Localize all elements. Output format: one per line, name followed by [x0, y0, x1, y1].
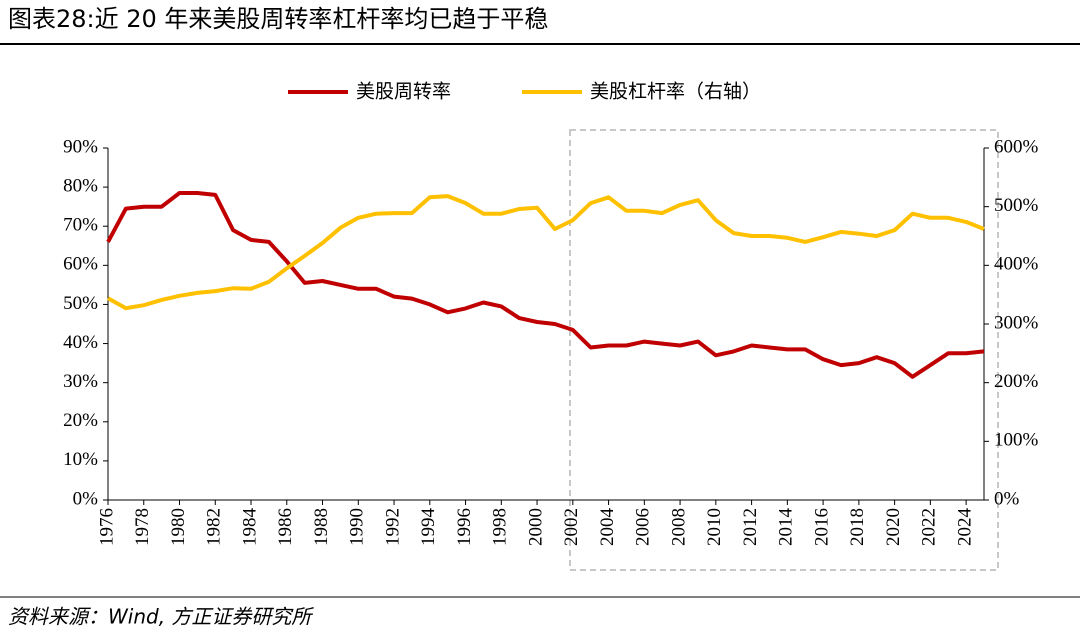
x-tick-label: 2022 [919, 508, 940, 546]
x-tick-label: 2020 [883, 508, 904, 546]
x-tick-label: 2002 [561, 508, 582, 546]
y-tick-label: 90% [63, 136, 98, 157]
y2-tick-label: 200% [994, 371, 1039, 392]
y-tick-label: 40% [63, 332, 98, 353]
x-tick-label: 2000 [525, 508, 546, 546]
x-tick-label: 1996 [454, 508, 475, 546]
x-tick-label: 2024 [954, 508, 975, 547]
x-tick-label: 1990 [347, 508, 368, 546]
y2-tick-label: 0% [994, 488, 1020, 509]
x-tick-label: 1980 [168, 508, 189, 546]
y-tick-label: 10% [63, 449, 98, 470]
series-line [107, 194, 985, 311]
x-tick-label: 2014 [776, 508, 797, 547]
y-tick-label: 70% [63, 215, 98, 236]
y-tick-label: 30% [63, 371, 98, 392]
x-tick-label: 2016 [811, 508, 832, 546]
highlight-box [569, 129, 999, 571]
x-tick-label: 2008 [668, 508, 689, 546]
x-tick-label: 2018 [847, 508, 868, 546]
x-tick-label: 2004 [597, 508, 618, 547]
x-tick-label: 1984 [239, 508, 260, 547]
x-tick-label: 1982 [204, 508, 225, 546]
x-tick-label: 2010 [704, 508, 725, 546]
y-tick-label: 20% [63, 410, 98, 431]
x-tick-label: 1976 [96, 508, 117, 546]
y2-tick-label: 400% [994, 254, 1039, 275]
y2-tick-label: 300% [994, 312, 1039, 333]
y-tick-label: 50% [63, 293, 98, 314]
x-tick-label: 1994 [418, 508, 439, 547]
y2-tick-label: 500% [994, 195, 1039, 216]
x-tick-label: 1978 [132, 508, 153, 546]
chart-title: 图表28:近 20 年来美股周转率杠杆率均已趋于平稳 [8, 5, 548, 33]
x-tick-label: 2006 [633, 508, 654, 546]
y-tick-label: 60% [63, 254, 98, 275]
x-tick-label: 1998 [490, 508, 511, 546]
legend-label: 美股周转率 [356, 81, 451, 103]
y2-tick-label: 600% [994, 136, 1039, 157]
y-tick-label: 0% [73, 488, 99, 509]
legend-label: 美股杠杆率（右轴） [590, 81, 761, 103]
x-tick-label: 1988 [311, 508, 332, 546]
x-tick-label: 1992 [382, 508, 403, 546]
x-tick-label: 1986 [275, 508, 296, 546]
x-tick-label: 2012 [740, 508, 761, 546]
series-line [106, 191, 985, 379]
source-note: 资料来源：Wind, 方正证券研究所 [8, 605, 314, 629]
y-tick-label: 80% [63, 175, 98, 196]
y2-tick-label: 100% [994, 430, 1039, 451]
